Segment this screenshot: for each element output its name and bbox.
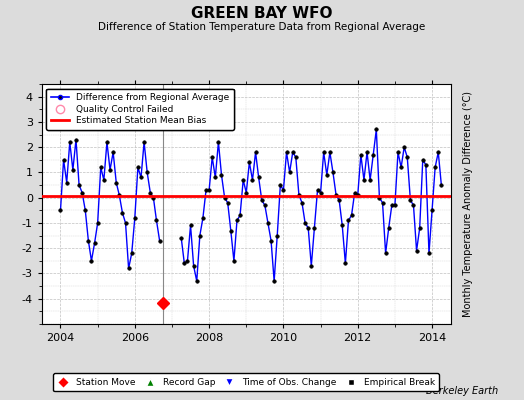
Legend: Difference from Regional Average, Quality Control Failed, Estimated Station Mean: Difference from Regional Average, Qualit… <box>47 88 234 130</box>
Y-axis label: Monthly Temperature Anomaly Difference (°C): Monthly Temperature Anomaly Difference (… <box>463 91 473 317</box>
Text: Difference of Station Temperature Data from Regional Average: Difference of Station Temperature Data f… <box>99 22 425 32</box>
Text: GREEN BAY WFO: GREEN BAY WFO <box>191 6 333 21</box>
Legend: Station Move, Record Gap, Time of Obs. Change, Empirical Break: Station Move, Record Gap, Time of Obs. C… <box>53 374 439 392</box>
Text: Berkeley Earth: Berkeley Earth <box>425 386 498 396</box>
